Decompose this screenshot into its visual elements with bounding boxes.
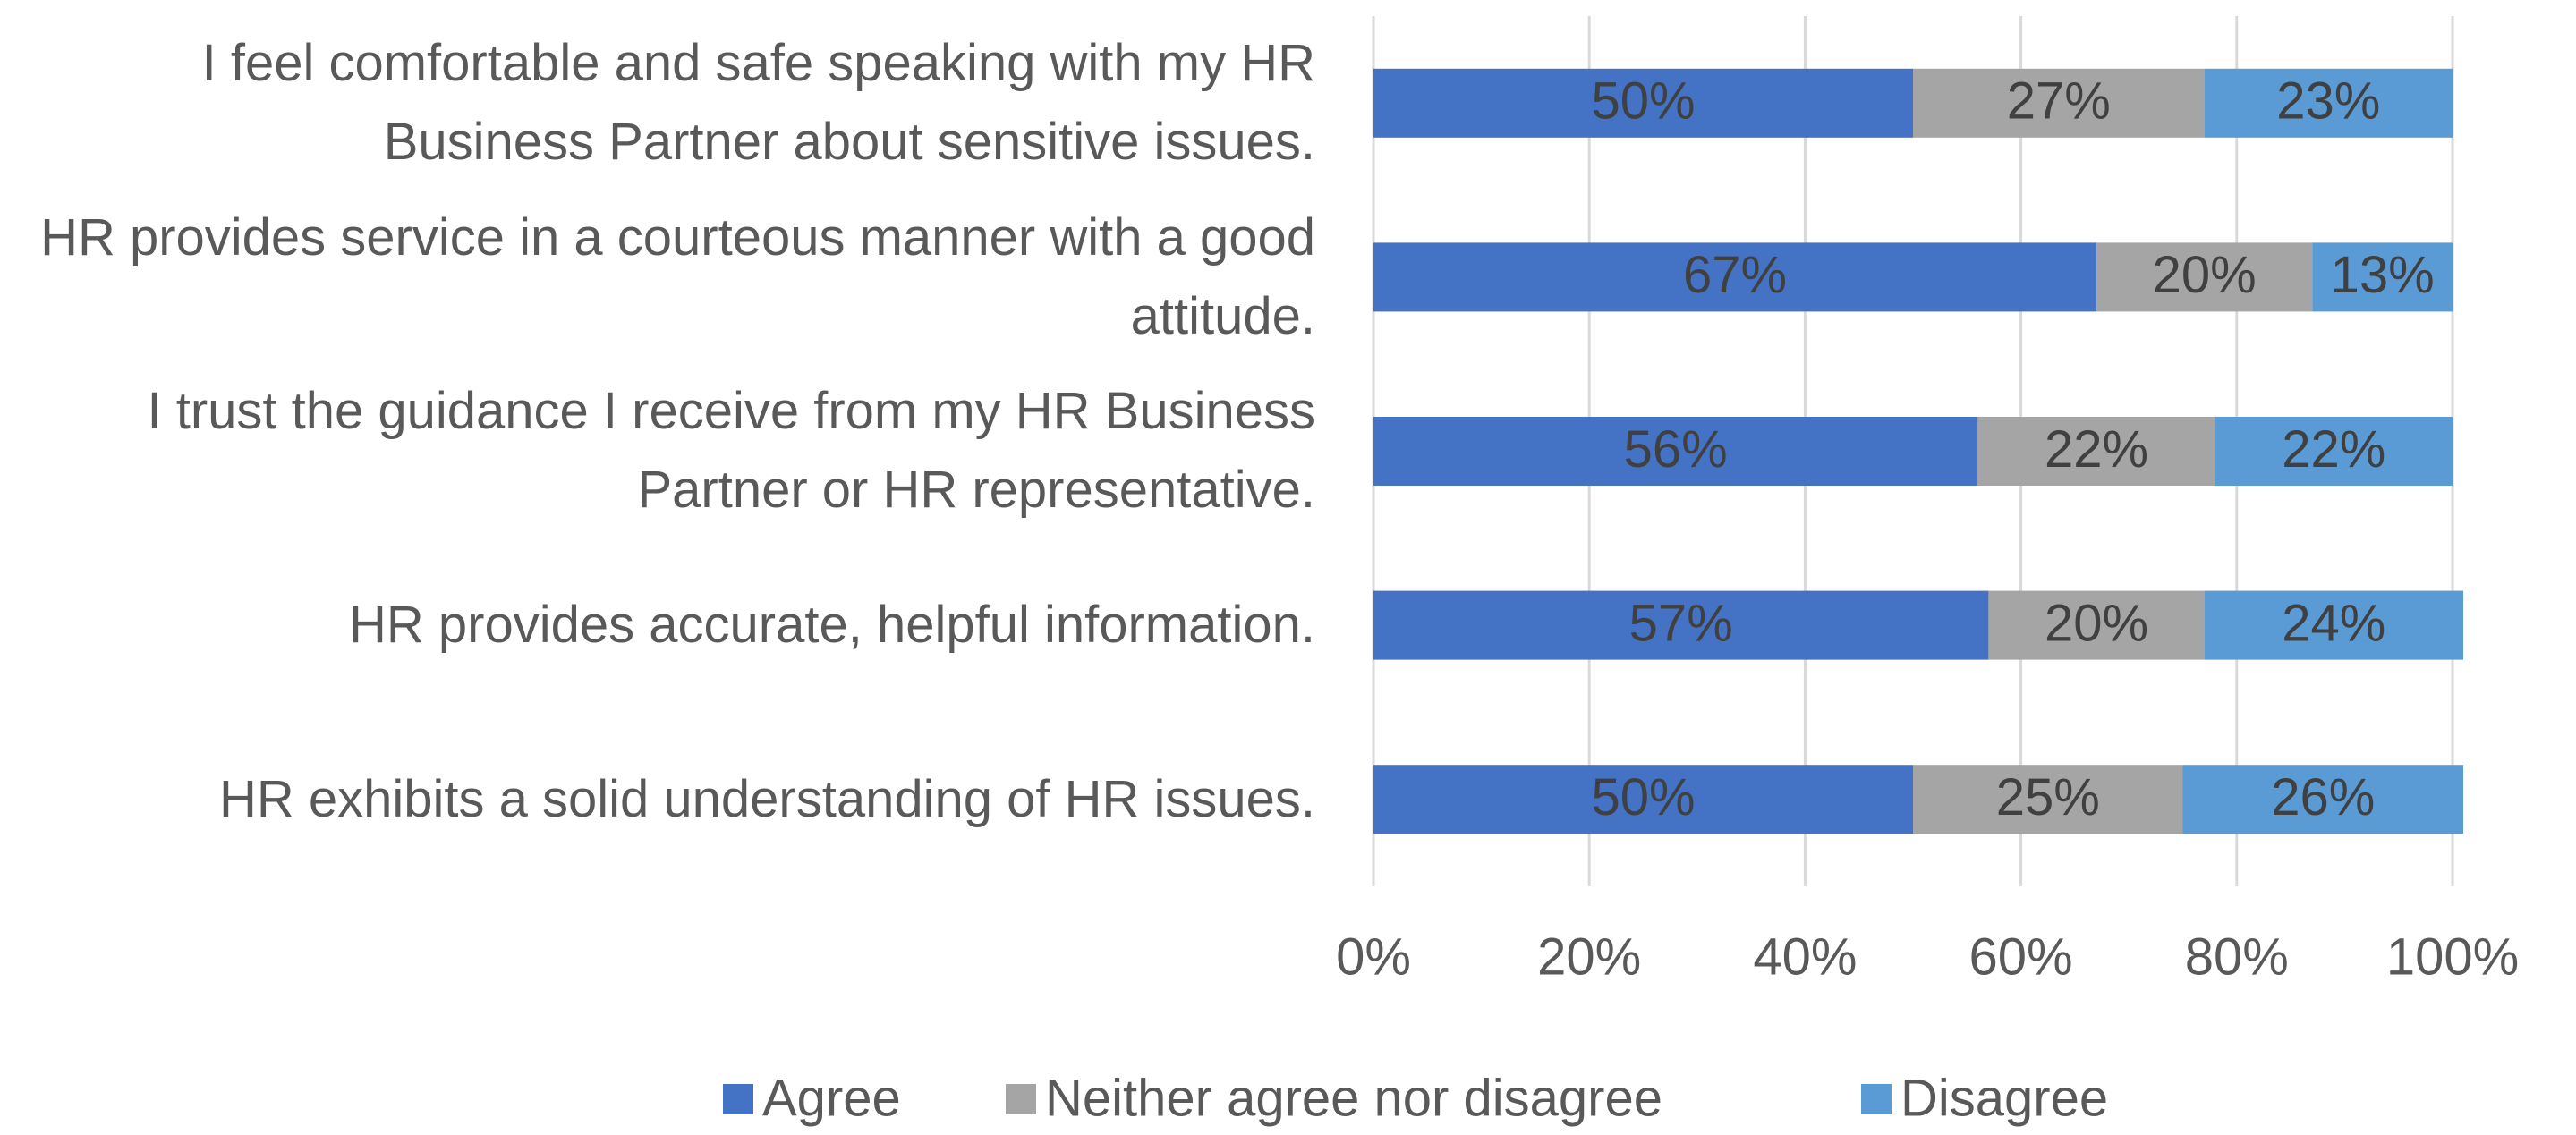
data-label: 25% (1996, 768, 2100, 826)
legend-label: Agree (762, 1069, 901, 1127)
data-label: 24% (2282, 594, 2385, 652)
data-label: 50% (1591, 768, 1695, 826)
data-label: 56% (1624, 420, 1728, 479)
category-label: HR provides accurate, helpful informatio… (349, 596, 1315, 655)
data-label: 22% (2045, 420, 2148, 479)
bar-segment (1373, 590, 1989, 660)
data-label: 22% (2282, 420, 2385, 479)
legend-swatch (723, 1084, 753, 1114)
bar-segment (2096, 242, 2313, 312)
bar-segment (2204, 590, 2464, 660)
bar-segment (1373, 242, 2097, 312)
x-tick-label: 40% (1753, 927, 1857, 986)
x-tick-label: 100% (2386, 927, 2519, 986)
bar-segment (2182, 765, 2464, 834)
bar-segment (1913, 765, 2183, 834)
bar-segment (1977, 417, 2215, 486)
category-label: HR exhibits a solid understanding of HR … (218, 769, 1315, 828)
data-label: 20% (2153, 246, 2257, 304)
bar-segment (1913, 68, 2205, 138)
x-tick-label: 80% (2185, 927, 2289, 986)
data-label: 23% (2276, 72, 2380, 131)
bar-segment (1988, 590, 2205, 660)
bar-segment (1373, 765, 1913, 834)
bar-segment (1373, 417, 1978, 486)
data-label: 13% (2331, 246, 2435, 304)
bar-segment (2312, 242, 2453, 312)
legend-label: Neither agree nor disagree (1045, 1069, 1662, 1127)
x-tick-label: 60% (1969, 927, 2073, 986)
legend-swatch (1861, 1084, 1892, 1114)
data-label: 20% (2045, 594, 2148, 652)
bar-segment (2215, 417, 2453, 486)
category-label: I trust the guidance I receive from my H… (147, 382, 1315, 520)
data-label: 67% (1683, 246, 1787, 304)
legend-swatch (1006, 1084, 1036, 1114)
data-label: 27% (2007, 72, 2111, 131)
x-tick-label: 20% (1537, 927, 1641, 986)
category-label: HR provides service in a courteous manne… (40, 208, 1315, 345)
legend-label: Disagree (1900, 1069, 2108, 1127)
category-label: I feel comfortable and safe speaking wit… (201, 34, 1315, 172)
bar-segment (1373, 68, 1913, 138)
data-label: 26% (2271, 768, 2375, 826)
x-tick-label: 0% (1336, 927, 1411, 986)
bar-segment (2204, 68, 2453, 138)
data-label: 50% (1591, 72, 1695, 131)
data-label: 57% (1629, 594, 1733, 652)
